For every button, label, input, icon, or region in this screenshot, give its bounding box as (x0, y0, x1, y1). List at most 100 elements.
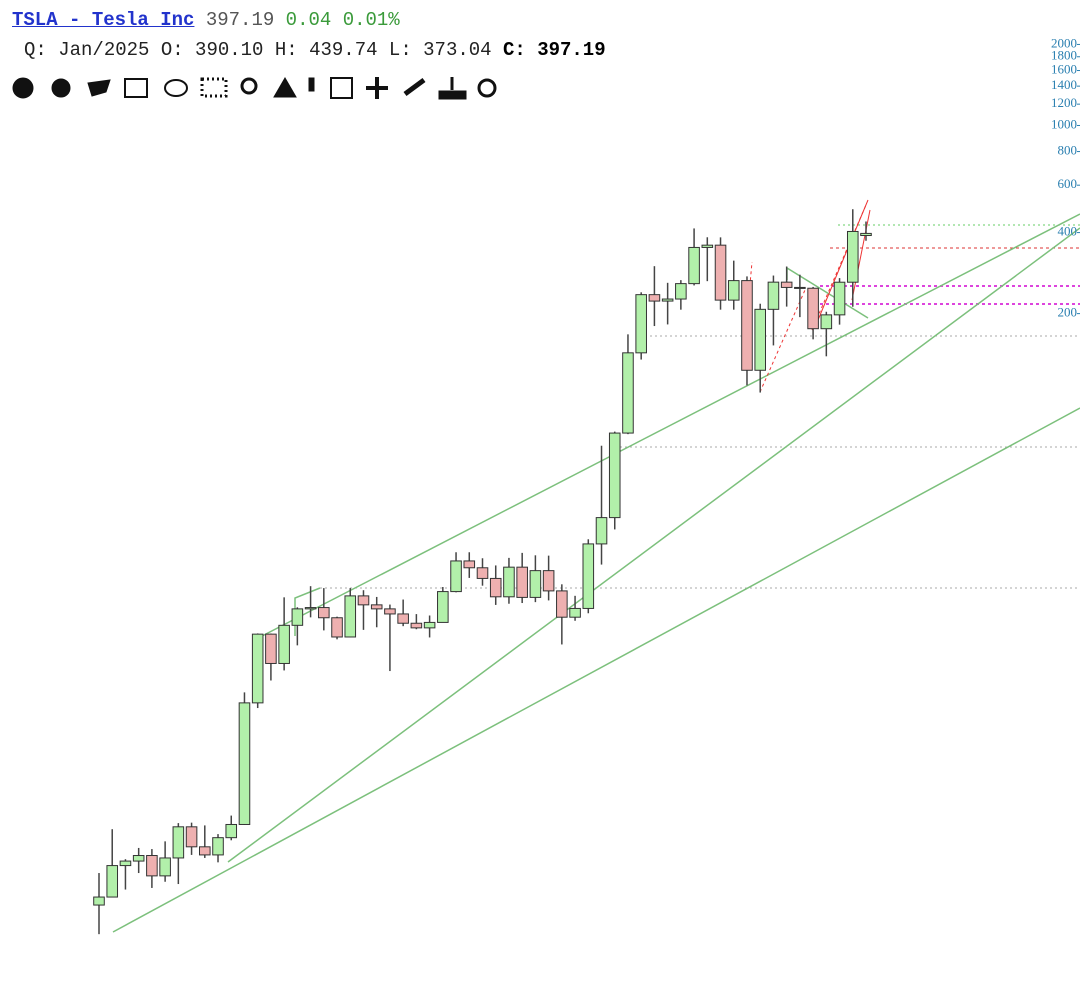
trend-line (112, 407, 1080, 933)
tool-icon[interactable] (240, 77, 258, 95)
tool-icon[interactable] (477, 78, 497, 98)
ohlc-label: O: (160, 39, 184, 61)
candle-body (622, 352, 634, 434)
candle-body (423, 621, 436, 629)
tool-icon[interactable] (308, 77, 315, 92)
candle-body (780, 281, 793, 288)
candle-body (304, 607, 317, 610)
ohlc-label: H: (274, 39, 298, 61)
candle-body (794, 286, 806, 289)
header-line: TSLA - Tesla Inc 397.19 0.04 0.01% (12, 9, 400, 31)
change-pct: 0.01% (342, 9, 400, 31)
ticker-title[interactable]: TSLA - Tesla Inc (12, 9, 195, 31)
last-price: 397.19 (205, 9, 275, 31)
candle-body (701, 244, 714, 248)
trend-line (261, 213, 1080, 637)
candle-body (556, 590, 568, 618)
drawings (112, 199, 1080, 933)
tool-icon[interactable] (200, 77, 228, 98)
candle-body (529, 570, 542, 598)
candle-body (410, 622, 423, 629)
candle-body (397, 613, 409, 624)
tool-icon[interactable] (124, 78, 148, 98)
candle-body (542, 570, 555, 592)
period: Q: Jan/2025 (24, 39, 150, 61)
candle-body (635, 294, 647, 354)
ohlc-label: C: (502, 39, 526, 61)
y-tick-label: 1000 (1051, 116, 1077, 131)
candle-body (516, 566, 528, 598)
candle-body (132, 855, 145, 862)
candle-body (199, 846, 211, 856)
ohlc-value: 390.10 (195, 39, 264, 61)
candle-body (370, 604, 383, 610)
candle-body (661, 298, 674, 302)
candle-body (595, 517, 608, 545)
ohlc-label: L: (388, 39, 412, 61)
y-tick-label: 800 (1058, 143, 1078, 158)
candle-body (582, 543, 595, 609)
candle-body (172, 826, 185, 859)
candle-body (225, 823, 238, 839)
candle-body (344, 595, 357, 638)
y-tick-label: 400 (1058, 224, 1078, 239)
candle-body (278, 624, 290, 664)
candle-body (159, 857, 171, 877)
tool-icon[interactable] (273, 77, 297, 98)
y-tick-label: 200 (1058, 305, 1078, 320)
candle-body (146, 855, 158, 877)
candle-body (489, 577, 502, 598)
tool-icon[interactable] (438, 77, 467, 100)
tool-icon[interactable] (164, 79, 188, 97)
candle-body (106, 865, 119, 898)
y-tick-label: 1400 (1051, 77, 1077, 92)
candle-body (119, 860, 132, 867)
candle-body (767, 281, 780, 310)
candle-body (860, 232, 872, 237)
change: 0.04 (285, 9, 332, 31)
y-tick-label: 1200 (1051, 95, 1077, 110)
y-tick-label: 600 (1058, 176, 1078, 191)
y-tick-label: 2000 (1051, 35, 1077, 50)
candle-body (648, 294, 661, 302)
dashed-line (811, 204, 867, 331)
y-tick-label: 1600 (1051, 62, 1077, 77)
ohlc-line: Q: Jan/2025 O: 390.10 H: 439.74 L: 373.0… (24, 39, 606, 61)
candle-body (384, 608, 396, 615)
candle-body (569, 607, 581, 618)
candle-body (741, 280, 753, 371)
candle-body (503, 566, 515, 598)
candle-body (476, 567, 489, 579)
tool-icon[interactable] (366, 77, 388, 99)
candle-body (608, 432, 621, 519)
candle-body (318, 607, 330, 619)
candle-body (331, 617, 343, 638)
candle-body (714, 244, 727, 301)
tool-icon[interactable] (403, 77, 426, 97)
candle-body (450, 560, 462, 593)
candle-body (265, 633, 277, 664)
candle-body (807, 287, 819, 330)
candle-body (727, 280, 740, 301)
ohlc-value: 373.04 (423, 39, 492, 61)
tool-icon[interactable] (51, 78, 71, 98)
candle-body (820, 314, 833, 330)
candle-body (185, 826, 198, 848)
tool-icon[interactable] (87, 79, 111, 97)
y-tick-label: 1800 (1051, 48, 1077, 63)
tool-icon[interactable] (12, 77, 34, 99)
candle-body (437, 591, 449, 623)
candle-body (357, 595, 370, 606)
ohlc-value: 439.74 (309, 39, 378, 61)
trend-line (817, 199, 869, 321)
candle-body (833, 281, 846, 316)
trend-line (227, 227, 1080, 863)
candle-body (754, 308, 766, 371)
candle-body (688, 246, 700, 285)
ohlc-value: 397.19 (537, 39, 606, 61)
trend-line (851, 209, 871, 301)
candle-body (238, 702, 251, 825)
tool-icon[interactable] (330, 77, 353, 99)
